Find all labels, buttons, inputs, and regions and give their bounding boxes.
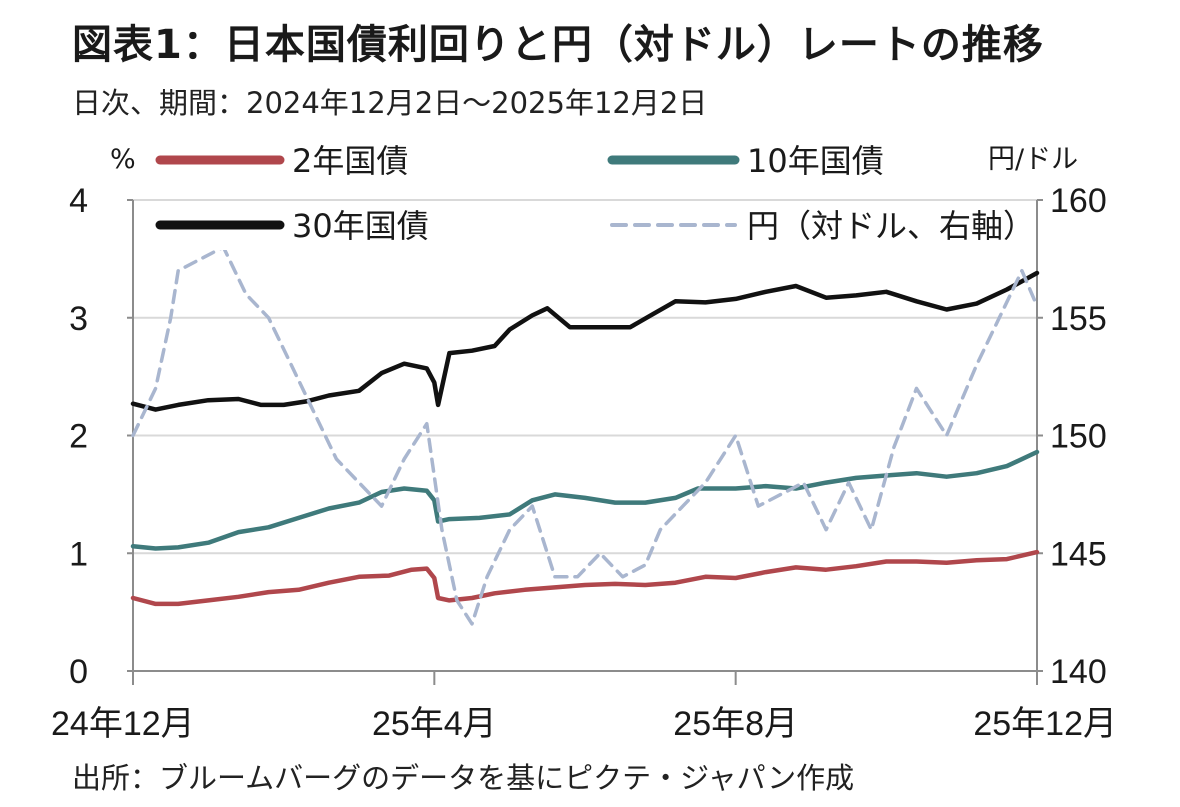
left-axis-unit: % (110, 144, 136, 175)
legend-label-jgb30y: 30年国債 (292, 207, 429, 245)
chart-title: 図表1：日本国債利回りと円（対ドル）レートの推移 (72, 22, 1044, 68)
series-line-jgb2y (130, 549, 1040, 607)
source-note: 出所：ブルームバーグのデータを基にピクテ・ジャパン作成 (72, 761, 855, 795)
series-line-jgb30y (130, 270, 1040, 412)
left-tick-label: 1 (69, 535, 88, 573)
left-tick-label: 0 (69, 653, 88, 691)
series-layer (130, 245, 1040, 626)
series-line-usdjpy (131, 245, 1039, 626)
legend-label-jgb2y: 2年国債 (292, 142, 408, 180)
chart-subtitle: 日次、期間：2024年12月2日〜2025年12月2日 (72, 86, 708, 120)
x-tick-label: 25年8月 (673, 705, 798, 743)
right-tick-label: 150 (1050, 418, 1107, 456)
tick-labels: 0 1 2 3 4 140 145 150 155 160% 円/ドル 24年12月 25年4月 25年8… (51, 144, 1117, 743)
right-tick-label: 155 (1050, 300, 1107, 338)
right-tick-label: 160 (1050, 182, 1107, 220)
x-tick-label: 25年4月 (372, 705, 497, 743)
legend: 2年国債 10年国債 30年国債 円（対ドル、右軸） (150, 142, 1035, 250)
left-tick-label: 4 (69, 182, 88, 220)
x-tick-label: 25年12月 (973, 705, 1117, 743)
right-tick-label: 140 (1050, 653, 1107, 691)
legend-label-usdjpy: 円（対ドル、右軸） (747, 207, 1035, 245)
legend-background (150, 205, 1030, 250)
axes (127, 199, 1043, 685)
right-axis-unit: 円/ドル (988, 144, 1078, 175)
left-tick-label: 3 (69, 300, 88, 338)
grid-lines (133, 199, 1037, 555)
series-line-jgb10y (130, 449, 1040, 551)
legend-label-jgb10y: 10年国債 (747, 142, 884, 180)
left-tick-label: 2 (69, 418, 88, 456)
right-tick-label: 145 (1050, 535, 1107, 573)
x-tick-label: 24年12月 (51, 705, 195, 743)
